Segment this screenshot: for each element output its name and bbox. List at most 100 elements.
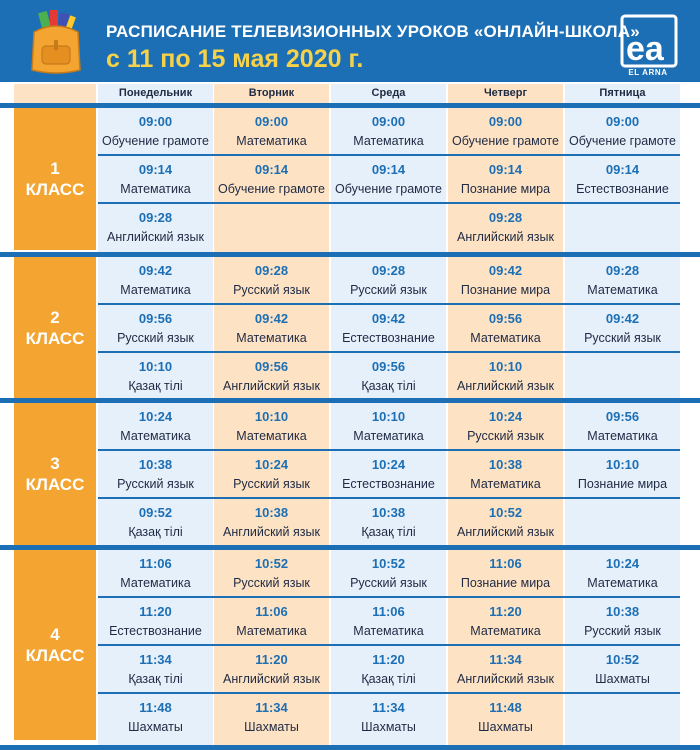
el-arna-logo-icon: ea [620, 14, 678, 68]
row-separator [98, 596, 680, 598]
lesson-subject: Обучение грамоте [569, 134, 676, 148]
lesson-subject: Математика [236, 429, 307, 443]
lesson-time: 11:20 [489, 604, 522, 619]
lesson-subject: Английский язык [457, 230, 554, 244]
lesson-time: 09:52 [138, 505, 173, 520]
lesson-time: 09:14 [605, 162, 640, 177]
lesson-time: 10:10 [254, 409, 289, 424]
lesson-subject: Естествознание [109, 624, 202, 638]
lesson-subject: Қазақ тілі [361, 379, 416, 393]
header-dates: с 11 по 15 мая 2020 г. [106, 45, 364, 73]
lesson-time: 11:06 [489, 556, 522, 571]
lesson-subject: Русский язык [117, 477, 194, 491]
lesson-time: 09:42 [605, 311, 640, 326]
lesson-time: 11:34 [255, 700, 288, 715]
lesson-time: 09:56 [488, 311, 523, 326]
lesson-subject: Познание мира [460, 283, 551, 297]
lesson-subject: Познание мира [577, 477, 668, 491]
lesson-subject: Русский язык [350, 283, 427, 297]
lesson-time: 09:00 [371, 114, 406, 129]
lesson-time: 10:52 [254, 556, 289, 571]
lesson-time: 11:20 [139, 604, 172, 619]
day-header: Понедельник [118, 87, 193, 99]
lesson-time: 10:10 [488, 359, 523, 374]
lesson-subject: Математика [587, 576, 658, 590]
lesson-time: 09:14 [138, 162, 173, 177]
lesson-subject: Математика [120, 576, 191, 590]
class-divider [0, 252, 700, 257]
row-separator [98, 351, 680, 353]
lesson-time: 09:42 [138, 263, 173, 278]
lesson-time: 10:52 [371, 556, 406, 571]
class-label-bg [14, 403, 96, 545]
lesson-time: 10:24 [488, 409, 523, 424]
day-column-bg [448, 84, 563, 746]
day-column-bg [565, 84, 680, 746]
lesson-subject: Английский язык [457, 525, 554, 539]
lesson-subject: Шахматы [128, 720, 183, 734]
row-separator [98, 692, 680, 694]
header-corner-cell [14, 84, 96, 103]
lesson-time: 11:06 [255, 604, 288, 619]
row-separator [98, 497, 680, 499]
day-column-bg [214, 84, 329, 746]
class-label-bg [14, 257, 96, 399]
class-label: 3 КЛАСС [25, 454, 85, 494]
lesson-time: 10:24 [371, 457, 406, 472]
backpack-icon [31, 10, 81, 74]
class-divider [0, 745, 700, 750]
lesson-time: 09:28 [254, 263, 289, 278]
lesson-subject: Естествознание [342, 331, 435, 345]
lesson-time: 09:42 [254, 311, 289, 326]
header-banner [0, 0, 700, 82]
lesson-subject: Математика [470, 331, 541, 345]
lesson-time: 10:52 [605, 652, 640, 667]
lesson-subject: Обучение грамоте [335, 182, 442, 196]
lesson-time: 09:28 [605, 263, 640, 278]
logo-letters: ea [626, 30, 665, 68]
lesson-time: 10:38 [254, 505, 289, 520]
lesson-time: 10:38 [371, 505, 406, 520]
lesson-subject: Русский язык [584, 331, 661, 345]
lesson-subject: Обучение грамоте [452, 134, 559, 148]
class-divider [0, 545, 700, 550]
lesson-subject: Шахматы [478, 720, 533, 734]
lesson-subject: Математика [470, 624, 541, 638]
day-header: Четверг [483, 87, 528, 99]
lesson-time: 09:56 [254, 359, 289, 374]
lesson-time: 11:20 [372, 652, 405, 667]
lesson-time: 10:24 [605, 556, 640, 571]
lesson-subject: Математика [120, 283, 191, 297]
lesson-time: 11:06 [139, 556, 172, 571]
lesson-subject: Английский язык [223, 672, 320, 686]
lesson-subject: Английский язык [457, 379, 554, 393]
lesson-time: 09:14 [488, 162, 523, 177]
class-label: 1 КЛАСС [25, 159, 85, 199]
lesson-subject: Қазақ тілі [128, 525, 183, 539]
lesson-subject: Английский язык [107, 230, 204, 244]
lesson-time: 10:24 [254, 457, 289, 472]
row-separator [98, 449, 680, 451]
lesson-subject: Познание мира [460, 182, 551, 196]
row-separator [98, 644, 680, 646]
lesson-subject: Шахматы [361, 720, 416, 734]
lesson-subject: Қазақ тілі [128, 672, 183, 686]
lesson-subject: Математика [120, 429, 191, 443]
lesson-subject: Математика [353, 134, 424, 148]
lesson-time: 09:00 [605, 114, 640, 129]
logo-text: EL ARNA [628, 68, 668, 77]
lesson-subject: Русский язык [233, 576, 310, 590]
lesson-subject: Математика [470, 477, 541, 491]
lesson-time: 10:38 [488, 457, 523, 472]
lesson-subject: Английский язык [457, 672, 554, 686]
lesson-subject: Математика [236, 331, 307, 345]
lesson-subject: Шахматы [595, 672, 650, 686]
lesson-time: 10:10 [138, 359, 173, 374]
lesson-time: 11:34 [489, 652, 522, 667]
lesson-subject: Математика [236, 134, 307, 148]
lesson-time: 11:48 [489, 700, 522, 715]
lesson-time: 11:48 [139, 700, 172, 715]
lesson-subject: Обучение грамоте [102, 134, 209, 148]
lesson-subject: Математика [236, 624, 307, 638]
lesson-time: 09:56 [138, 311, 173, 326]
